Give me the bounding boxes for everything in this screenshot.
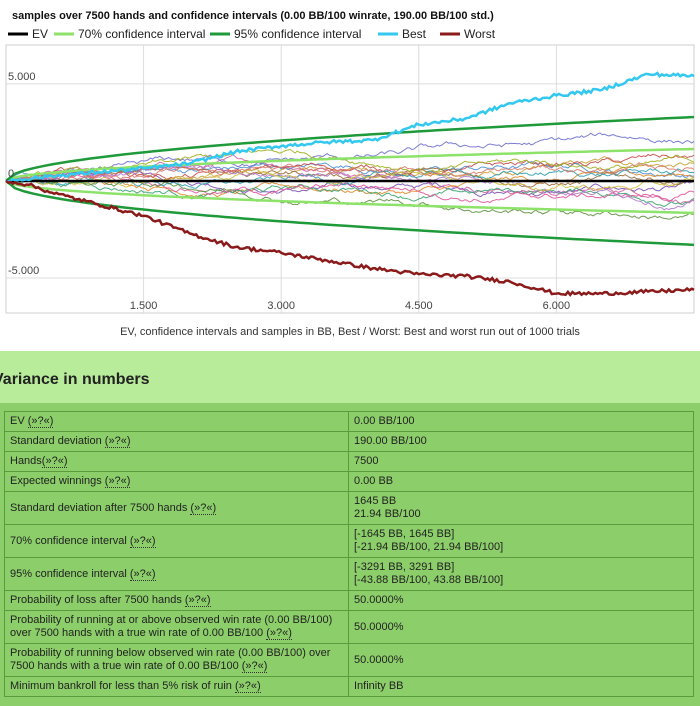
variance-value: 0.00 BB/100	[348, 411, 694, 432]
variance-row: 95% confidence interval (»?«) [-3291 BB, …	[4, 557, 694, 591]
help-link[interactable]: (»?«)	[104, 435, 131, 448]
variance-label: 95% confidence interval	[10, 567, 130, 580]
confidence-bands	[5, 115, 695, 247]
variance-row: Probability of loss after 7500 hands (»?…	[4, 590, 694, 611]
legend-item: 95% confidence interval	[210, 27, 361, 41]
plot-area	[5, 44, 695, 314]
variance-label: Probability of running below observed wi…	[10, 647, 331, 672]
chart-legend: EV 70% confidence interval 95% confidence …	[8, 27, 496, 41]
legend-label: 70% confidence interval	[78, 27, 205, 41]
help-link[interactable]: (»?«)	[27, 415, 54, 428]
legend-label: 95% confidence interval	[234, 27, 361, 41]
variance-row: Probability of running below observed wi…	[4, 643, 694, 677]
variance-value: 50.0000%	[348, 643, 694, 677]
legend-item: EV	[8, 27, 48, 41]
chart-caption: EV, confidence intervals and samples in …	[120, 326, 580, 338]
best-line	[5, 71, 695, 183]
variance-value: [-3291 BB, 3291 BB] [-43.88 BB/100, 43.8…	[348, 557, 694, 591]
help-link[interactable]: (»?«)	[129, 567, 156, 581]
variance-table: EV (»?«) 0.00 BB/100 Standard deviation (»…	[4, 411, 694, 697]
variance-label: Hands	[10, 455, 42, 467]
variance-label: EV	[10, 415, 28, 427]
ci-lower-line	[5, 179, 695, 215]
variance-label-cell: EV (»?«)	[4, 411, 349, 432]
variance-row: Hands(»?«) 7500	[4, 451, 694, 472]
variance-label-cell: Hands(»?«)	[4, 451, 349, 472]
legend-label: Worst	[464, 27, 496, 41]
variance-header: Variance in numbers	[0, 351, 700, 403]
variance-value: 0.00 BB	[348, 471, 694, 492]
legend-item: Best	[378, 27, 427, 41]
sample-line	[5, 178, 695, 207]
variance-label-cell: 95% confidence interval (»?«)	[4, 557, 349, 591]
y-tick-label: -5.000	[8, 265, 39, 277]
variance-value: 7500	[348, 451, 694, 472]
variance-row: Expected winnings (»?«) 0.00 BB	[4, 471, 694, 492]
variance-label-cell: Expected winnings (»?«)	[4, 471, 349, 492]
variance-value: 50.0000%	[348, 590, 694, 611]
x-tick-label: 1.500	[130, 300, 158, 312]
chart: samples over 7500 hands and confidence i…	[0, 0, 700, 350]
legend-label: EV	[32, 27, 48, 41]
variance-label: Standard deviation	[10, 435, 105, 447]
sample-line	[5, 168, 695, 189]
axis-ticks: 1.500 3.000 4.500 6.000 5.000 0 -5.000	[8, 71, 570, 312]
variance-label-cell: 70% confidence interval (»?«)	[4, 524, 349, 558]
help-link[interactable]: (»?«)	[104, 475, 131, 488]
legend-item: Worst	[440, 27, 496, 41]
chart-title: samples over 7500 hands and confidence i…	[12, 10, 494, 22]
legend-label: Best	[402, 27, 427, 41]
legend-item: 70% confidence interval	[54, 27, 205, 41]
variance-label-cell: Probability of running at or above obser…	[4, 610, 349, 644]
x-tick-label: 4.500	[405, 300, 433, 312]
variance-label: Probability of running at or above obser…	[10, 614, 333, 639]
variance-label-cell: Standard deviation after 7500 hands (»?«…	[4, 491, 349, 525]
x-tick-label: 3.000	[267, 300, 295, 312]
variance-section: Variance in numbers EV (»?«) 0.00 BB/100 S…	[0, 351, 700, 706]
variance-row: Standard deviation after 7500 hands (»?«…	[4, 491, 694, 525]
variance-row: Standard deviation (»?«) 190.00 BB/100	[4, 431, 694, 452]
variance-row: Minimum bankroll for less than 5% risk o…	[4, 676, 694, 697]
x-tick-label: 6.000	[543, 300, 571, 312]
variance-label-cell: Probability of loss after 7500 hands (»?…	[4, 590, 349, 611]
worst-line	[5, 179, 695, 297]
help-link[interactable]: (»?«)	[184, 594, 211, 607]
variance-label-cell: Minimum bankroll for less than 5% risk o…	[4, 676, 349, 697]
variance-row: EV (»?«) 0.00 BB/100	[4, 411, 694, 432]
help-link[interactable]: (»?«)	[266, 627, 292, 640]
ci-lower-line	[5, 179, 695, 247]
variance-label-cell: Probability of running below observed wi…	[4, 643, 349, 677]
extreme-lines	[5, 71, 695, 297]
variance-value: 1645 BB 21.94 BB/100	[348, 491, 694, 525]
variance-label: Expected winnings	[10, 475, 105, 487]
help-link[interactable]: (»?«)	[190, 501, 217, 515]
variance-value: [-1645 BB, 1645 BB] [-21.94 BB/100, 21.9…	[348, 524, 694, 558]
help-link[interactable]: (»?«)	[241, 660, 268, 673]
variance-value: 50.0000%	[348, 610, 694, 644]
variance-row: Probability of running at or above obser…	[4, 610, 694, 644]
y-tick-label: 0	[8, 168, 14, 180]
variance-label: Probability of loss after 7500 hands	[10, 594, 185, 606]
variance-table-body: EV (»?«) 0.00 BB/100 Standard deviation (»…	[4, 411, 694, 697]
variance-label: 70% confidence interval	[10, 534, 130, 547]
help-link[interactable]: (»?«)	[41, 455, 68, 468]
y-tick-label: 5.000	[8, 71, 36, 83]
sample-line	[5, 164, 695, 211]
variance-value: Infinity BB	[348, 676, 694, 697]
ci-upper-line	[5, 115, 695, 182]
sample-line	[5, 168, 695, 192]
variance-label-cell: Standard deviation (»?«)	[4, 431, 349, 452]
help-link[interactable]: (»?«)	[234, 680, 261, 693]
variance-value: 190.00 BB/100	[348, 431, 694, 452]
variance-label: Standard deviation after 7500 hands	[10, 501, 191, 514]
variance-title: Variance in numbers	[0, 371, 150, 388]
variance-label: Minimum bankroll for less than 5% risk o…	[10, 680, 235, 692]
variance-row: 70% confidence interval (»?«) [-1645 BB, …	[4, 524, 694, 558]
help-link[interactable]: (»?«)	[129, 534, 156, 548]
sample-line	[5, 162, 695, 182]
